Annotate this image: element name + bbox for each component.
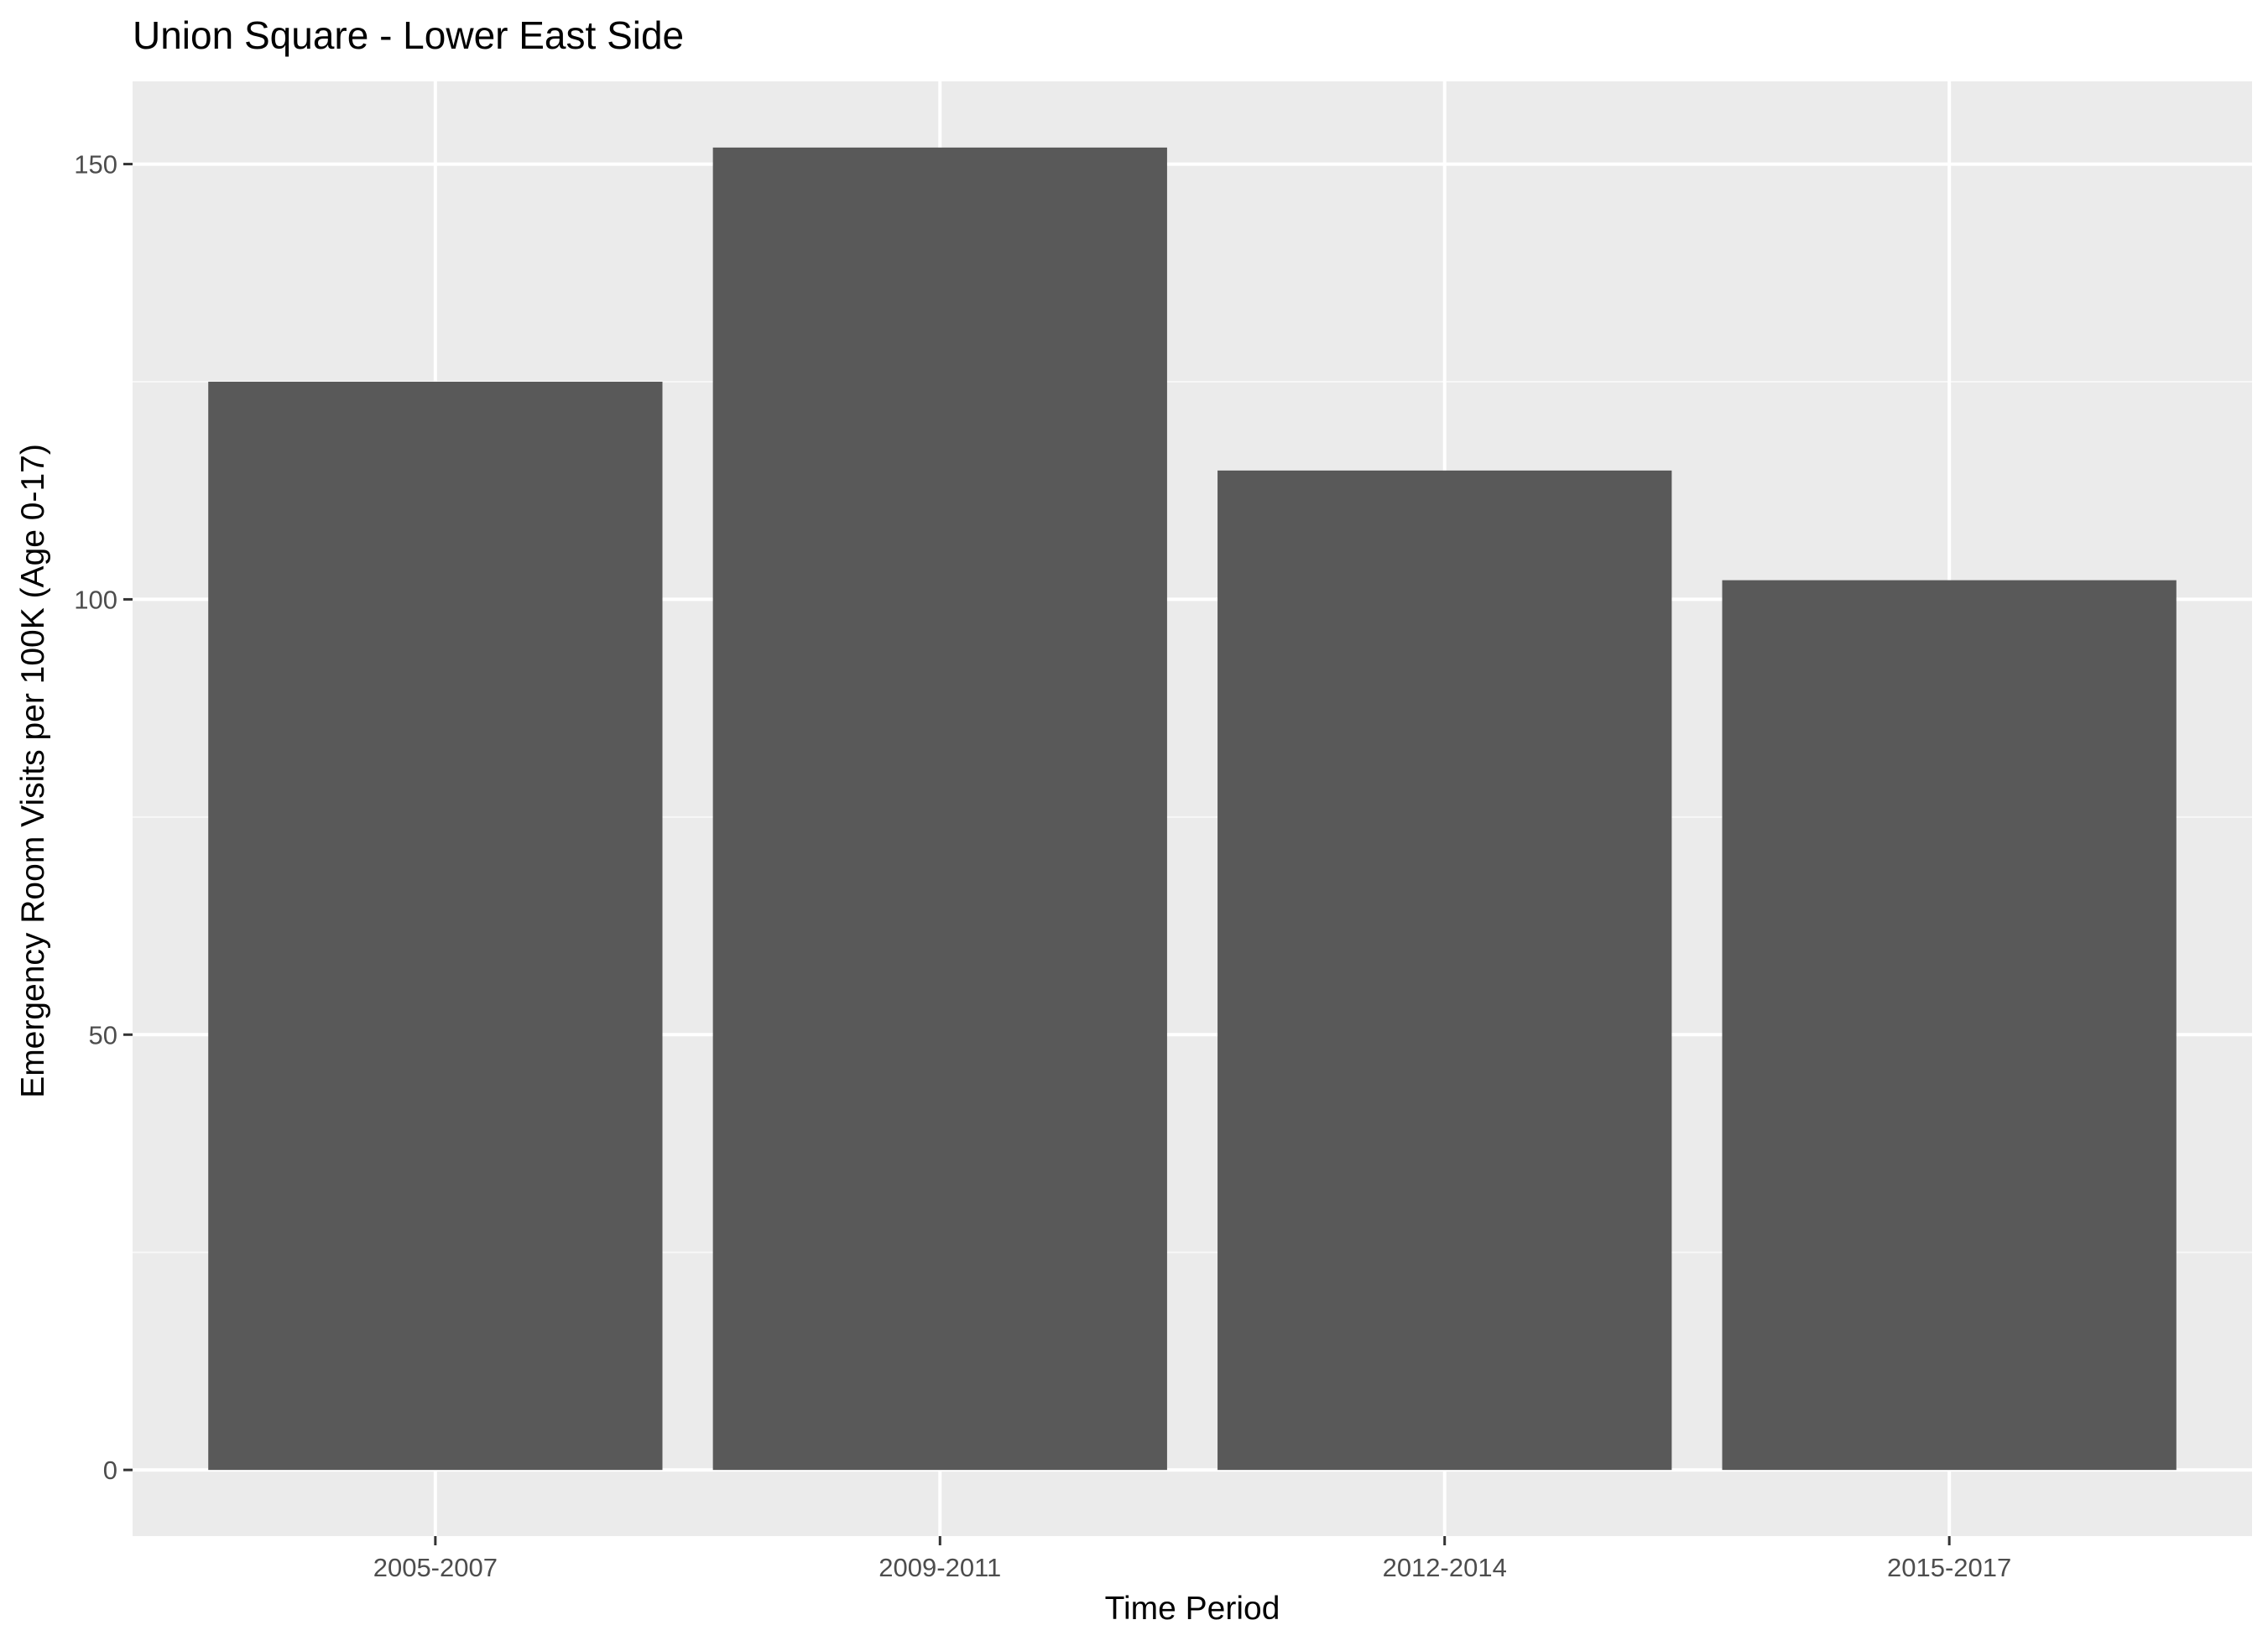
x-tick-label: 2012-2014 bbox=[1383, 1553, 1507, 1582]
bar-2012-2014 bbox=[1217, 470, 1672, 1471]
y-tick-label: 150 bbox=[74, 150, 117, 180]
bar-2009-2011 bbox=[712, 147, 1167, 1471]
x-tick-label: 2005-2007 bbox=[373, 1553, 498, 1582]
chart-title: Union Square - Lower East Side bbox=[133, 13, 684, 57]
x-tick-label: 2015-2017 bbox=[1887, 1553, 2011, 1582]
y-tick-label: 50 bbox=[89, 1020, 117, 1050]
x-tick-label: 2009-2011 bbox=[879, 1553, 1001, 1582]
x-axis: 2005-2007 2009-2011 2012-2014 2015-2017 bbox=[373, 1536, 2011, 1582]
y-axis-title: Emergency Room Visits per 100K (Age 0-17… bbox=[15, 444, 51, 1098]
y-tick-label: 0 bbox=[103, 1456, 117, 1485]
bar-2015-2017 bbox=[1722, 580, 2177, 1471]
y-tick-label: 100 bbox=[74, 585, 117, 614]
y-axis: 0 50 100 150 bbox=[74, 150, 133, 1485]
bar-2005-2007 bbox=[208, 382, 663, 1471]
x-axis-title: Time Period bbox=[1105, 1591, 1280, 1627]
bars bbox=[208, 147, 2177, 1471]
